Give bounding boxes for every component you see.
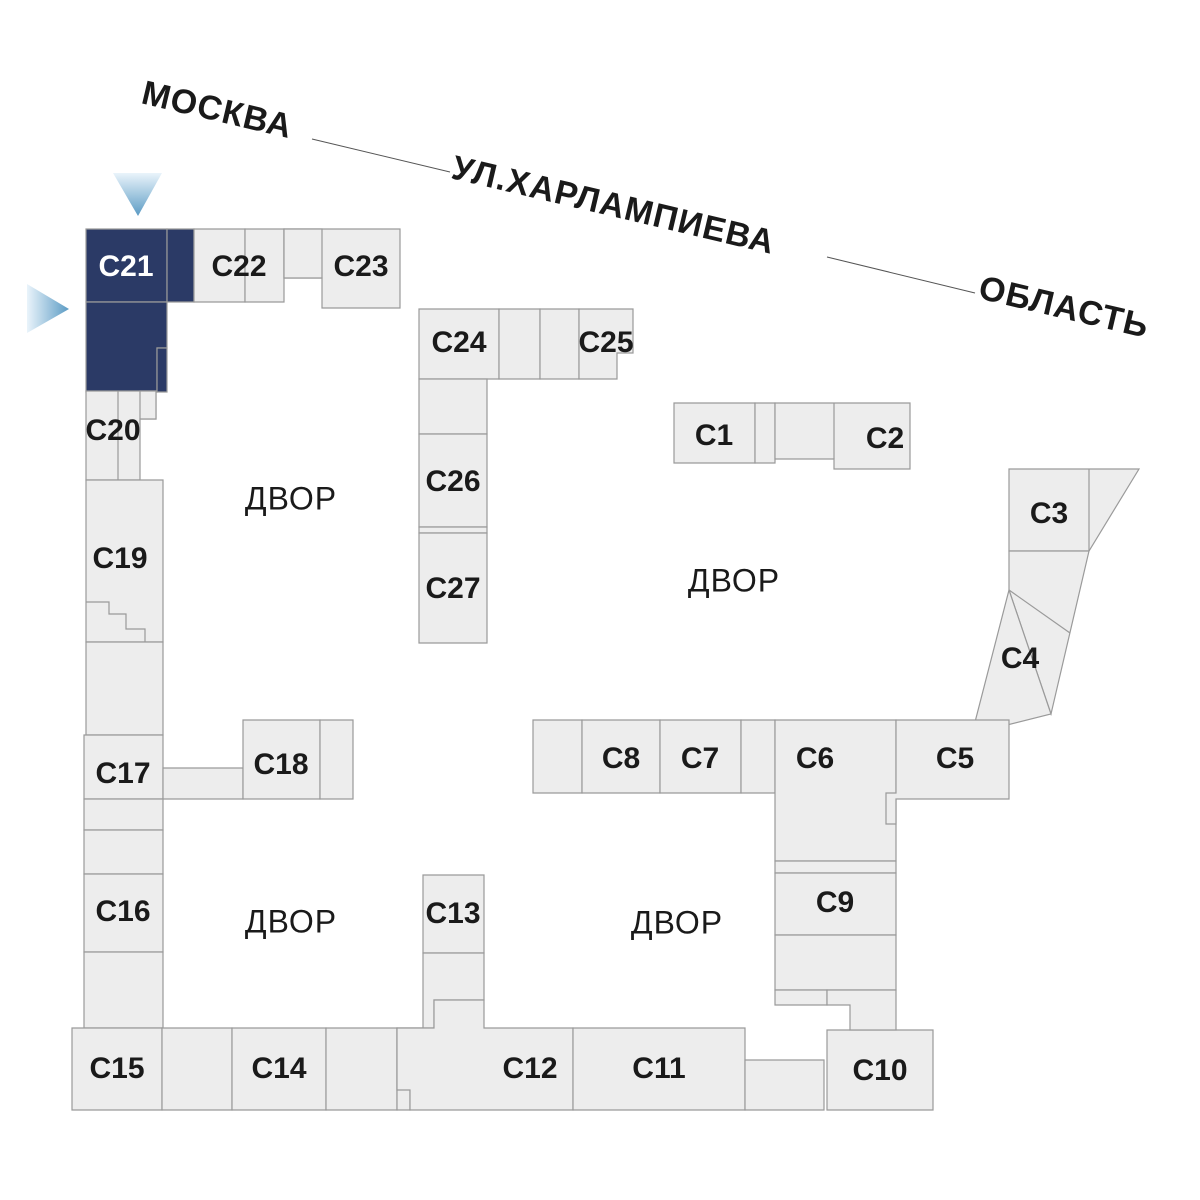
- svg-text:C2: C2: [866, 422, 904, 455]
- svg-text:C7: C7: [681, 742, 719, 775]
- svg-text:ДВОР: ДВОР: [245, 480, 337, 516]
- svg-text:C9: C9: [816, 886, 854, 919]
- svg-text:C16: C16: [95, 895, 150, 928]
- svg-text:C13: C13: [425, 897, 480, 930]
- svg-text:C17: C17: [95, 757, 150, 790]
- svg-text:C23: C23: [333, 250, 388, 283]
- svg-text:C14: C14: [251, 1052, 306, 1085]
- svg-text:C26: C26: [425, 465, 480, 498]
- svg-text:C21: C21: [98, 250, 153, 283]
- svg-text:C4: C4: [1001, 642, 1040, 675]
- svg-text:C3: C3: [1030, 497, 1068, 530]
- svg-text:C27: C27: [425, 572, 480, 605]
- svg-text:C11: C11: [632, 1052, 685, 1085]
- svg-text:ДВОР: ДВОР: [631, 904, 723, 940]
- svg-text:C22: C22: [211, 250, 266, 283]
- svg-text:ДВОР: ДВОР: [245, 903, 337, 939]
- svg-text:C10: C10: [852, 1054, 907, 1087]
- svg-text:C18: C18: [253, 748, 308, 781]
- svg-text:C5: C5: [936, 742, 974, 775]
- svg-text:C6: C6: [796, 742, 834, 775]
- svg-text:C15: C15: [89, 1052, 144, 1085]
- svg-text:ДВОР: ДВОР: [688, 562, 780, 598]
- svg-text:C1: C1: [695, 419, 733, 452]
- svg-text:C19: C19: [92, 542, 147, 575]
- svg-text:C24: C24: [431, 326, 486, 359]
- svg-text:C8: C8: [602, 742, 640, 775]
- svg-text:C12: C12: [502, 1052, 557, 1085]
- svg-text:C25: C25: [578, 326, 633, 359]
- svg-text:C20: C20: [85, 414, 140, 447]
